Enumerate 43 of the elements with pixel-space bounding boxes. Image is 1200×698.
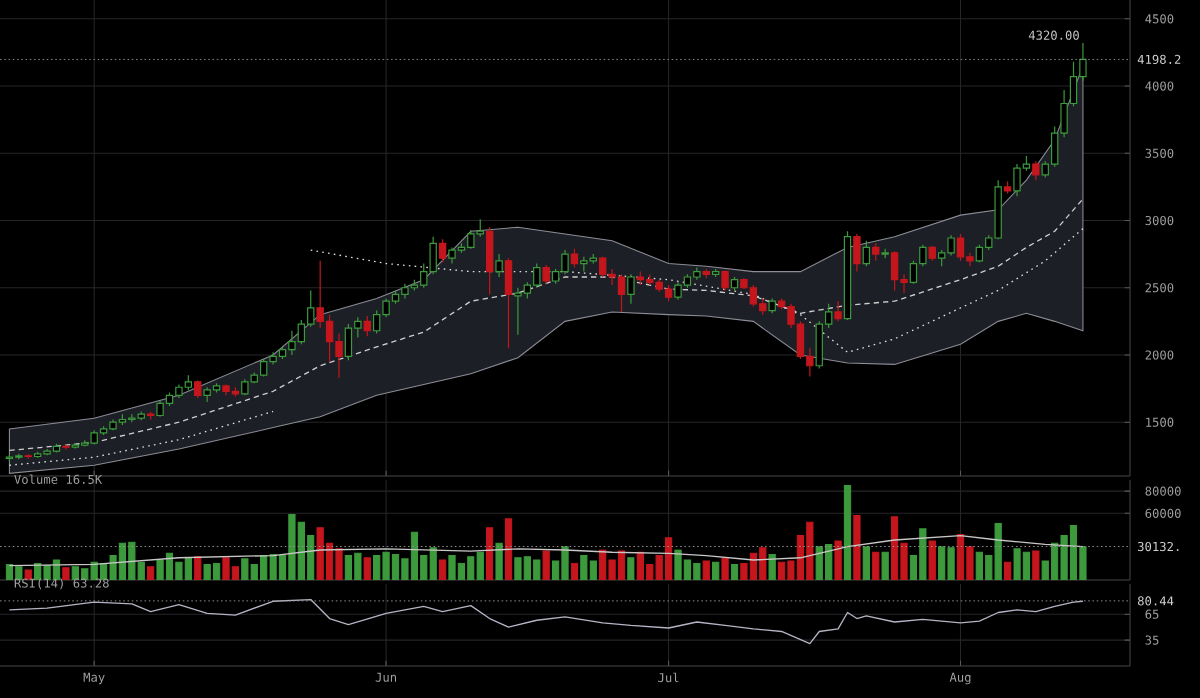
candlestick bbox=[843, 230, 852, 321]
candlestick bbox=[721, 269, 729, 292]
bar bbox=[570, 562, 579, 580]
candlestick bbox=[363, 315, 371, 337]
line-series bbox=[8, 534, 1084, 567]
candlestick bbox=[146, 411, 155, 421]
candlestick bbox=[862, 240, 871, 267]
bar bbox=[768, 553, 776, 580]
bar bbox=[928, 540, 936, 580]
line-series bbox=[8, 598, 1084, 645]
candlestick bbox=[504, 257, 513, 349]
candlestick bbox=[1003, 180, 1012, 195]
candlestick bbox=[872, 242, 880, 262]
candlestick bbox=[702, 268, 710, 279]
bar bbox=[194, 556, 202, 580]
bar bbox=[1032, 550, 1040, 580]
candlestick bbox=[1032, 160, 1040, 181]
candlestick bbox=[853, 233, 861, 273]
candlestick bbox=[570, 248, 579, 269]
bar bbox=[702, 560, 710, 580]
bar bbox=[495, 542, 503, 580]
candlestick bbox=[928, 245, 936, 262]
candlestick bbox=[711, 268, 720, 278]
candlestick bbox=[542, 264, 550, 285]
bar bbox=[147, 566, 155, 580]
candlestick bbox=[834, 300, 842, 322]
candlestick bbox=[881, 248, 889, 259]
bar bbox=[712, 561, 720, 580]
bar bbox=[24, 569, 32, 580]
bar bbox=[777, 561, 786, 580]
candlestick bbox=[24, 453, 32, 460]
candlestick bbox=[627, 273, 635, 305]
candlestick bbox=[485, 226, 494, 296]
candlestick bbox=[768, 297, 776, 314]
candlestick bbox=[730, 276, 739, 292]
candlestick bbox=[495, 253, 503, 278]
candlestick bbox=[438, 238, 447, 263]
candlestick bbox=[194, 379, 202, 399]
line-series bbox=[8, 198, 1084, 452]
bar bbox=[730, 563, 739, 580]
bar bbox=[1003, 561, 1012, 580]
bar bbox=[486, 527, 494, 580]
candlestick bbox=[62, 443, 70, 451]
